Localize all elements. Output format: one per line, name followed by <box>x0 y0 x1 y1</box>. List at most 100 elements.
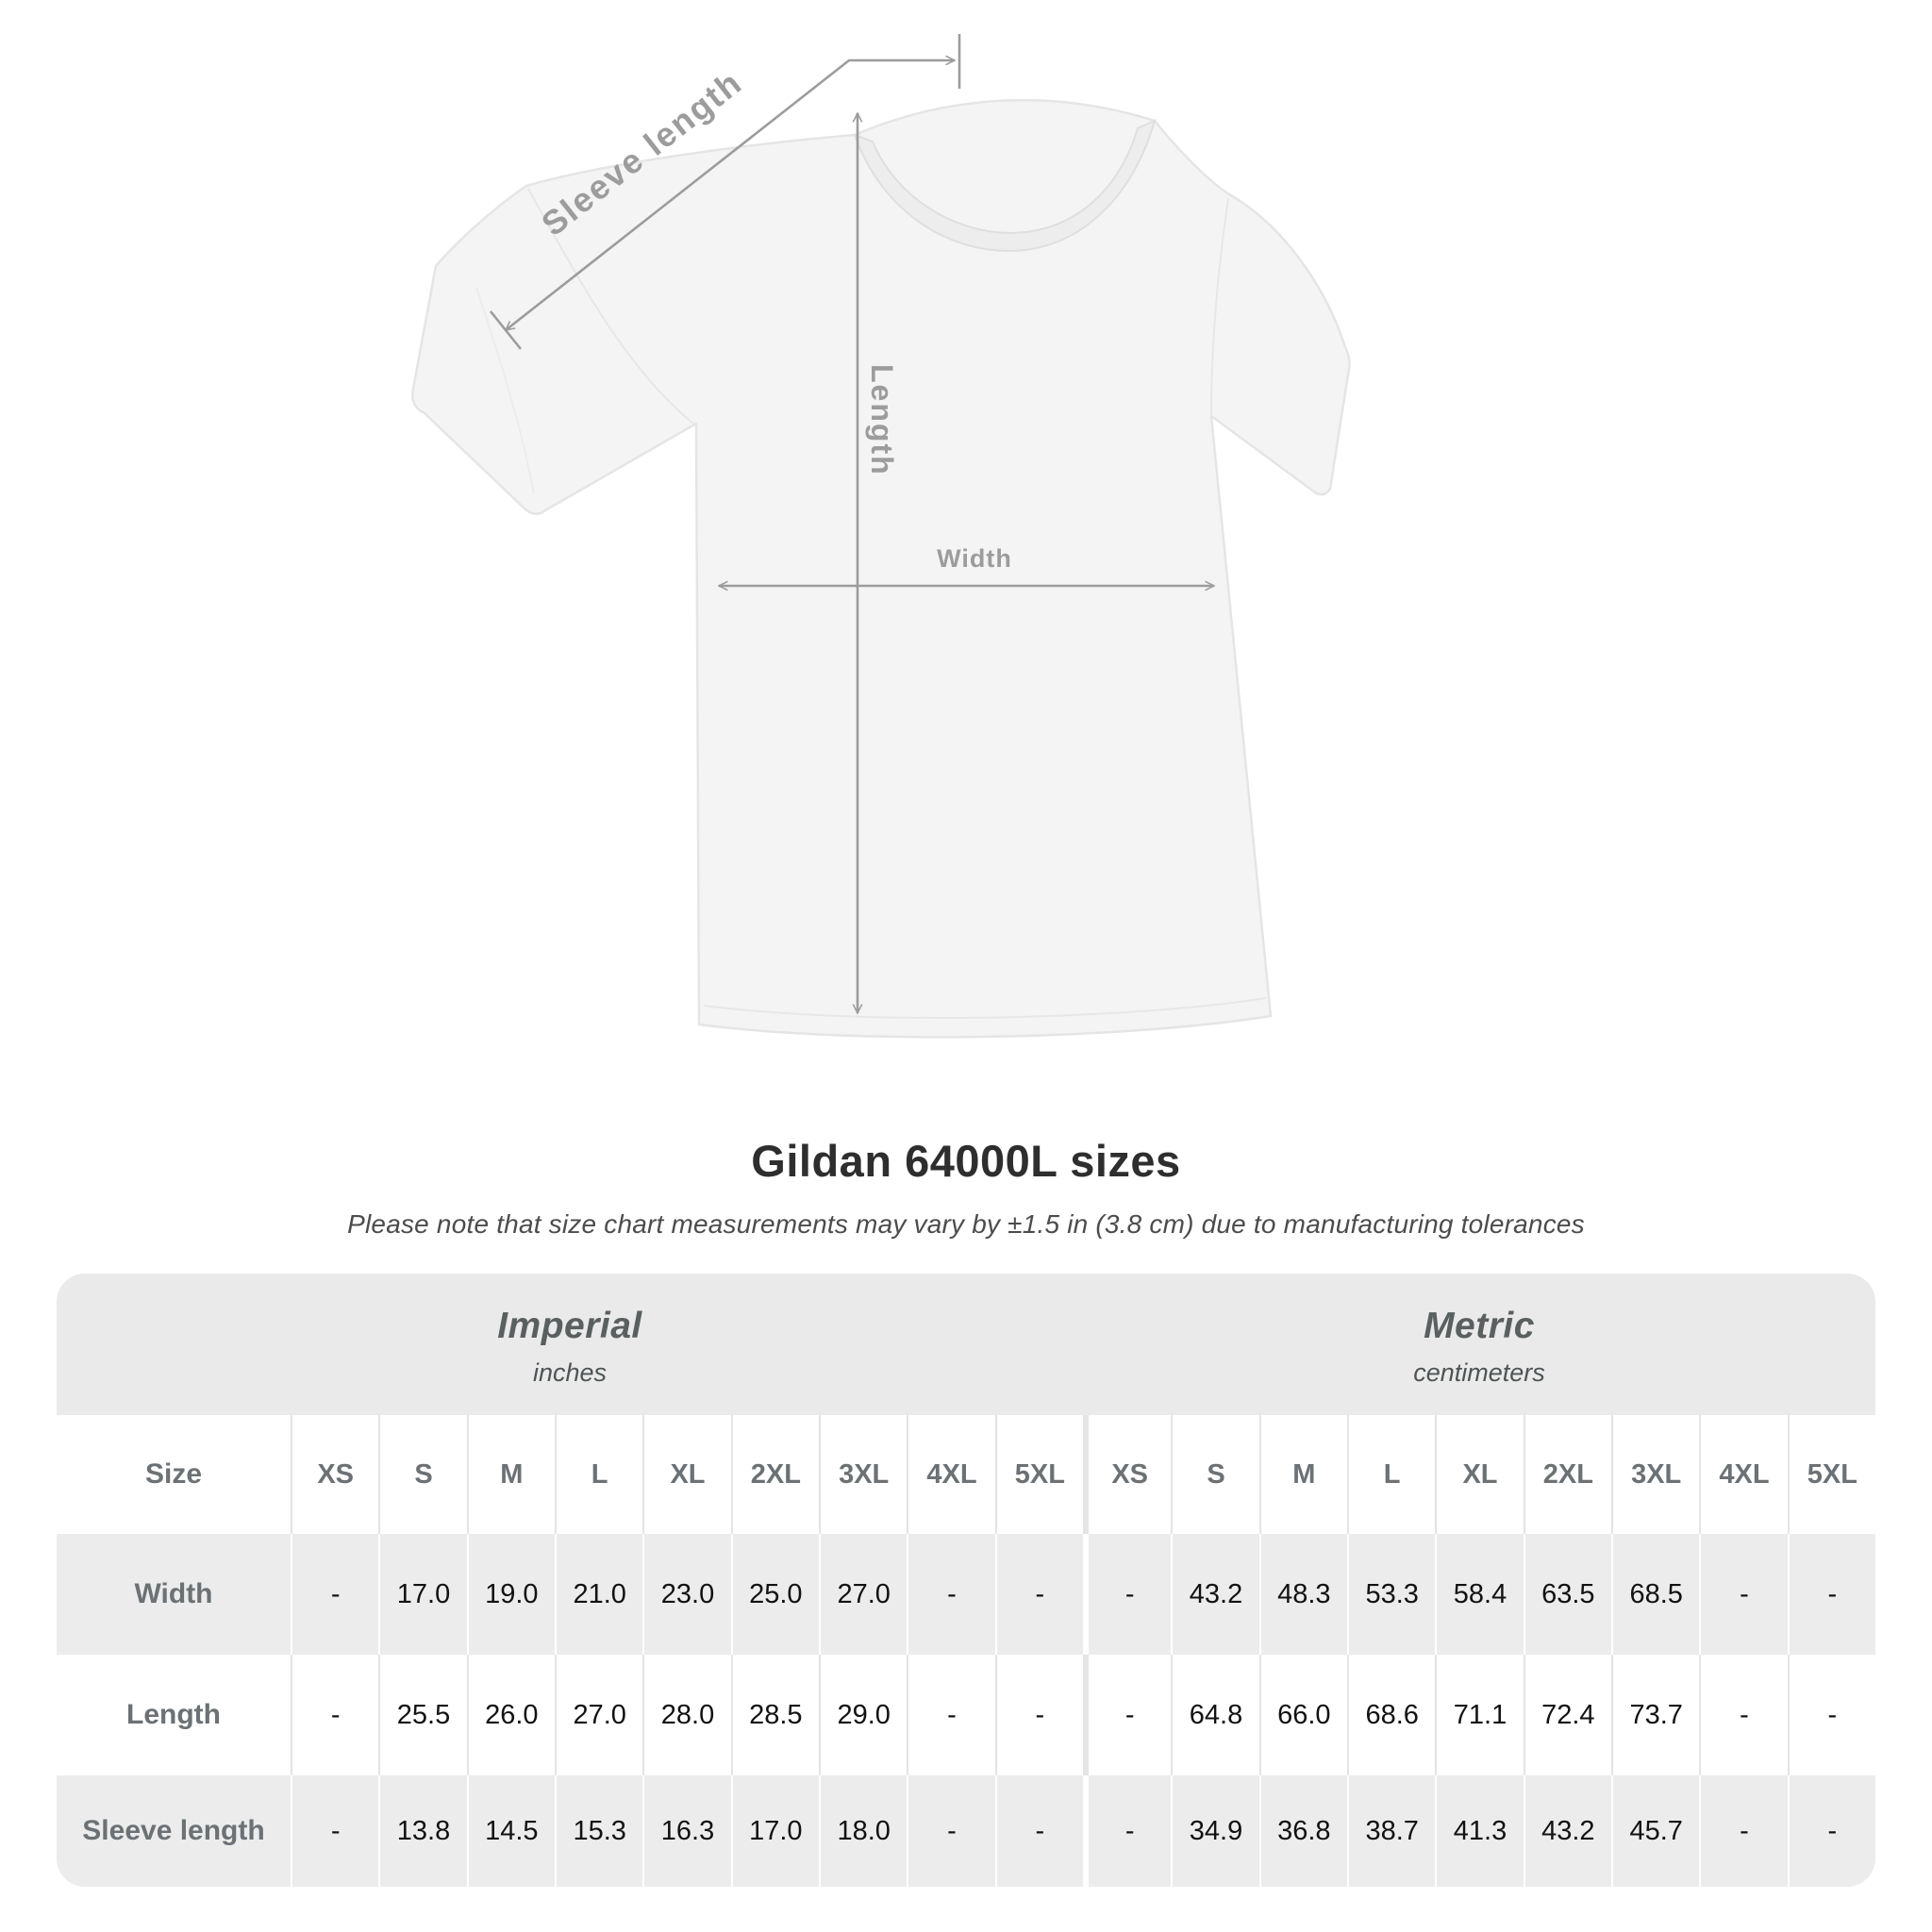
unit-band-row: Imperial inches Metric centimeters <box>57 1274 1875 1415</box>
size-header-label: Size <box>144 1458 203 1490</box>
metric-label: Metric <box>1424 1305 1535 1346</box>
sleeve-length-arrow <box>489 34 961 350</box>
imperial-label: Imperial <box>497 1305 642 1346</box>
value-sleeve-length-imperial-s: 13.8 <box>378 1775 466 1887</box>
row-label-width: Width <box>134 1578 213 1609</box>
value-sleeve-length-metric-2xl: 43.2 <box>1523 1775 1611 1887</box>
size-table: Imperial inches Metric centimeters Size X… <box>57 1274 1875 1887</box>
value-width-metric-l: 53.3 <box>1347 1534 1435 1655</box>
value-length-imperial-4xl: - <box>907 1655 994 1775</box>
value-width-imperial-5xl: - <box>994 1534 1083 1655</box>
value-sleeve-length-metric-5xl: - <box>1787 1775 1875 1887</box>
length-label: Length <box>865 364 899 476</box>
size-col-imperial-5xl: 5XL <box>994 1415 1083 1534</box>
size-col-imperial-4xl: 4XL <box>907 1415 994 1534</box>
value-length-imperial-3xl: 29.0 <box>819 1655 907 1775</box>
value-width-imperial-m: 19.0 <box>466 1534 555 1655</box>
value-sleeve-length-imperial-5xl: - <box>994 1775 1083 1887</box>
size-col-metric-4xl: 4XL <box>1699 1415 1787 1534</box>
value-length-metric-s: 64.8 <box>1171 1655 1258 1775</box>
value-length-metric-m: 66.0 <box>1258 1655 1347 1775</box>
size-col-imperial-s: S <box>378 1415 466 1534</box>
tshirt-right-armhole-seam <box>1210 197 1229 416</box>
size-col-metric-s: S <box>1171 1415 1258 1534</box>
value-width-imperial-s: 17.0 <box>378 1534 466 1655</box>
table-row-length: Length -25.5 26.0 27.0 28.0 28.5 29.0- - -64.8 66… <box>57 1655 1875 1775</box>
value-length-metric-3xl: 73.7 <box>1611 1655 1699 1775</box>
tshirt-illustration <box>411 98 1351 1039</box>
size-col-metric-3xl: 3XL <box>1611 1415 1699 1534</box>
value-sleeve-length-imperial-l: 15.3 <box>555 1775 642 1887</box>
size-col-imperial-m: M <box>466 1415 555 1534</box>
value-sleeve-length-imperial-xl: 16.3 <box>642 1775 730 1887</box>
value-width-metric-s: 43.2 <box>1171 1534 1258 1655</box>
size-col-metric-m: M <box>1258 1415 1347 1534</box>
value-sleeve-length-metric-4xl: - <box>1699 1775 1787 1887</box>
size-col-imperial-3xl: 3XL <box>819 1415 907 1534</box>
value-length-imperial-xl: 28.0 <box>642 1655 730 1775</box>
value-length-metric-xl: 71.1 <box>1435 1655 1523 1775</box>
size-col-imperial-xs: XS <box>291 1415 378 1534</box>
size-col-metric-l: L <box>1347 1415 1435 1534</box>
table-row-width: Width -17.0 19.0 21.0 23.0 25.0 27.0- - -43.2 48.… <box>57 1534 1875 1655</box>
value-sleeve-length-imperial-4xl: - <box>907 1775 994 1887</box>
value-width-metric-xs: - <box>1083 1534 1171 1655</box>
value-sleeve-length-metric-xl: 41.3 <box>1435 1775 1523 1887</box>
value-width-imperial-xl: 23.0 <box>642 1534 730 1655</box>
value-sleeve-length-imperial-2xl: 17.0 <box>730 1775 819 1887</box>
value-length-imperial-s: 25.5 <box>378 1655 466 1775</box>
metric-sublabel: centimeters <box>1413 1357 1545 1387</box>
tshirt-hem-stitch <box>703 997 1267 1020</box>
value-width-metric-3xl: 68.5 <box>1611 1534 1699 1655</box>
value-sleeve-length-metric-l: 38.7 <box>1347 1775 1435 1887</box>
title-block: Gildan 64000L sizes Please note that siz… <box>0 1135 1932 1240</box>
tshirt-body <box>411 98 1351 1039</box>
tshirt-measurement-diagram: Sleeve length Length Width <box>411 34 1351 1039</box>
size-col-imperial-l: L <box>555 1415 642 1534</box>
value-sleeve-length-metric-xs: - <box>1083 1775 1171 1887</box>
value-width-metric-4xl: - <box>1699 1534 1787 1655</box>
value-length-metric-xs: - <box>1083 1655 1171 1775</box>
value-width-imperial-l: 21.0 <box>555 1534 642 1655</box>
imperial-sublabel: inches <box>532 1357 608 1387</box>
value-length-imperial-5xl: - <box>994 1655 1083 1775</box>
value-width-imperial-xs: - <box>291 1534 378 1655</box>
tshirt-left-sleeve-crease <box>475 287 535 494</box>
page-title: Gildan 64000L sizes <box>751 1136 1181 1186</box>
value-length-imperial-m: 26.0 <box>466 1655 555 1775</box>
width-label: Width <box>937 544 1012 573</box>
table-body: Size XS S M L XL 2XL 3XL 4XL 5XL XS S M L XL 2XL 3XL 4XL 5… <box>57 1415 1875 1887</box>
value-width-imperial-4xl: - <box>907 1534 994 1655</box>
size-col-imperial-xl: XL <box>642 1415 730 1534</box>
imperial-band: Imperial inches <box>57 1274 1083 1415</box>
value-width-metric-xl: 58.4 <box>1435 1534 1523 1655</box>
value-sleeve-length-metric-s: 34.9 <box>1171 1775 1258 1887</box>
metric-band: Metric centimeters <box>1083 1274 1875 1415</box>
value-length-imperial-2xl: 28.5 <box>730 1655 819 1775</box>
value-width-metric-m: 48.3 <box>1258 1534 1347 1655</box>
value-length-metric-2xl: 72.4 <box>1523 1655 1611 1775</box>
size-col-metric-5xl: 5XL <box>1787 1415 1875 1534</box>
value-length-metric-4xl: - <box>1699 1655 1787 1775</box>
size-col-metric-2xl: 2XL <box>1523 1415 1611 1534</box>
size-col-metric-xs: XS <box>1083 1415 1171 1534</box>
value-length-imperial-xs: - <box>291 1655 378 1775</box>
value-sleeve-length-imperial-xs: - <box>291 1775 378 1887</box>
table-row-sleeve-length: Sleeve length -13.8 14.5 15.3 16.3 17.0 18.0- -… <box>57 1775 1875 1887</box>
value-sleeve-length-imperial-3xl: 18.0 <box>819 1775 907 1887</box>
size-col-metric-xl: XL <box>1435 1415 1523 1534</box>
value-width-imperial-3xl: 27.0 <box>819 1534 907 1655</box>
value-width-metric-2xl: 63.5 <box>1523 1534 1611 1655</box>
value-sleeve-length-metric-m: 36.8 <box>1258 1775 1347 1887</box>
sleeve-length-start-tick <box>489 310 523 350</box>
value-width-imperial-2xl: 25.0 <box>730 1534 819 1655</box>
value-length-metric-l: 68.6 <box>1347 1655 1435 1775</box>
value-length-imperial-l: 27.0 <box>555 1655 642 1775</box>
value-length-metric-5xl: - <box>1787 1655 1875 1775</box>
page-subtitle: Please note that size chart measurements… <box>347 1209 1585 1239</box>
row-label-sleeve-length: Sleeve length <box>82 1815 265 1846</box>
size-header-row: Size XS S M L XL 2XL 3XL 4XL 5XL XS S M L XL 2XL 3XL 4XL 5… <box>57 1415 1875 1534</box>
value-sleeve-length-imperial-m: 14.5 <box>466 1775 555 1887</box>
size-col-imperial-2xl: 2XL <box>730 1415 819 1534</box>
row-label-length: Length <box>126 1699 221 1730</box>
